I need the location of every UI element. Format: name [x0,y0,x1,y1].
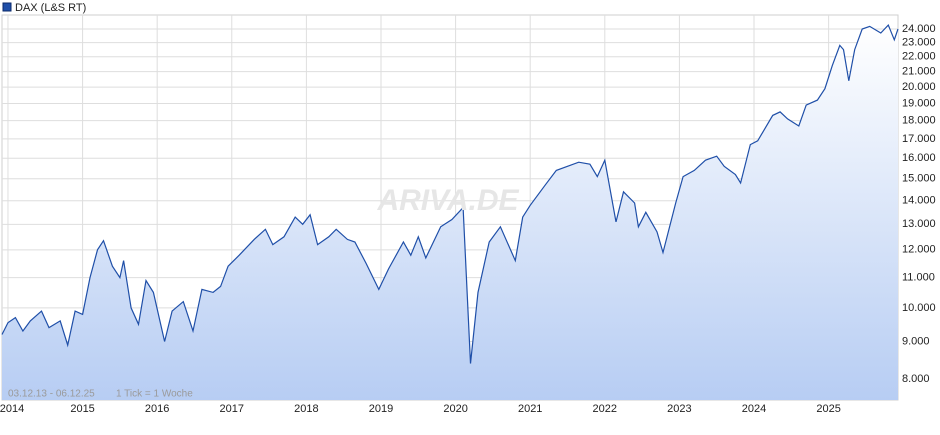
y-tick-label: 20.000 [902,81,936,93]
tick-note: 1 Tick = 1 Woche [116,389,193,400]
x-tick-label: 2025 [816,403,840,415]
y-tick-label: 16.000 [902,152,936,164]
y-tick-label: 15.000 [902,173,936,185]
x-tick-label: 2023 [667,403,691,415]
y-tick-label: 19.000 [902,97,936,109]
x-tick-label: 2015 [70,403,94,415]
x-tick-label: 2021 [518,403,542,415]
legend-label: DAX (L&S RT) [15,2,86,14]
y-tick-label: 18.000 [902,115,936,127]
y-tick-label: 22.000 [902,51,936,63]
y-tick-label: 12.000 [902,244,936,256]
x-tick-label: 2020 [443,403,467,415]
y-tick-label: 23.000 [902,36,936,48]
y-tick-label: 17.000 [902,133,936,145]
y-tick-label: 24.000 [902,23,936,35]
x-tick-label: 2022 [593,403,617,415]
x-tick-label: 2016 [145,403,169,415]
watermark: ARIVA.DE [376,184,519,217]
legend-swatch [2,2,12,12]
y-tick-label: 14.000 [902,195,936,207]
y-tick-label: 9.000 [902,335,930,347]
y-tick-label: 11.000 [902,271,935,283]
y-tick-label: 8.000 [902,373,930,385]
x-tick-label: 2019 [369,403,393,415]
y-tick-label: 10.000 [902,302,936,314]
x-tick-label: 2014 [0,403,24,415]
line [1,24,899,364]
x-tick-label: 2018 [294,403,318,415]
y-tick-label: 21.000 [902,65,936,77]
y-tick-label: 13.000 [902,218,936,230]
x-tick-label: 2017 [220,403,244,415]
area [2,25,898,400]
x-tick-label: 2024 [742,403,766,415]
date-range: 03.12.13 - 06.12.25 [8,389,95,400]
marks [1,24,899,400]
